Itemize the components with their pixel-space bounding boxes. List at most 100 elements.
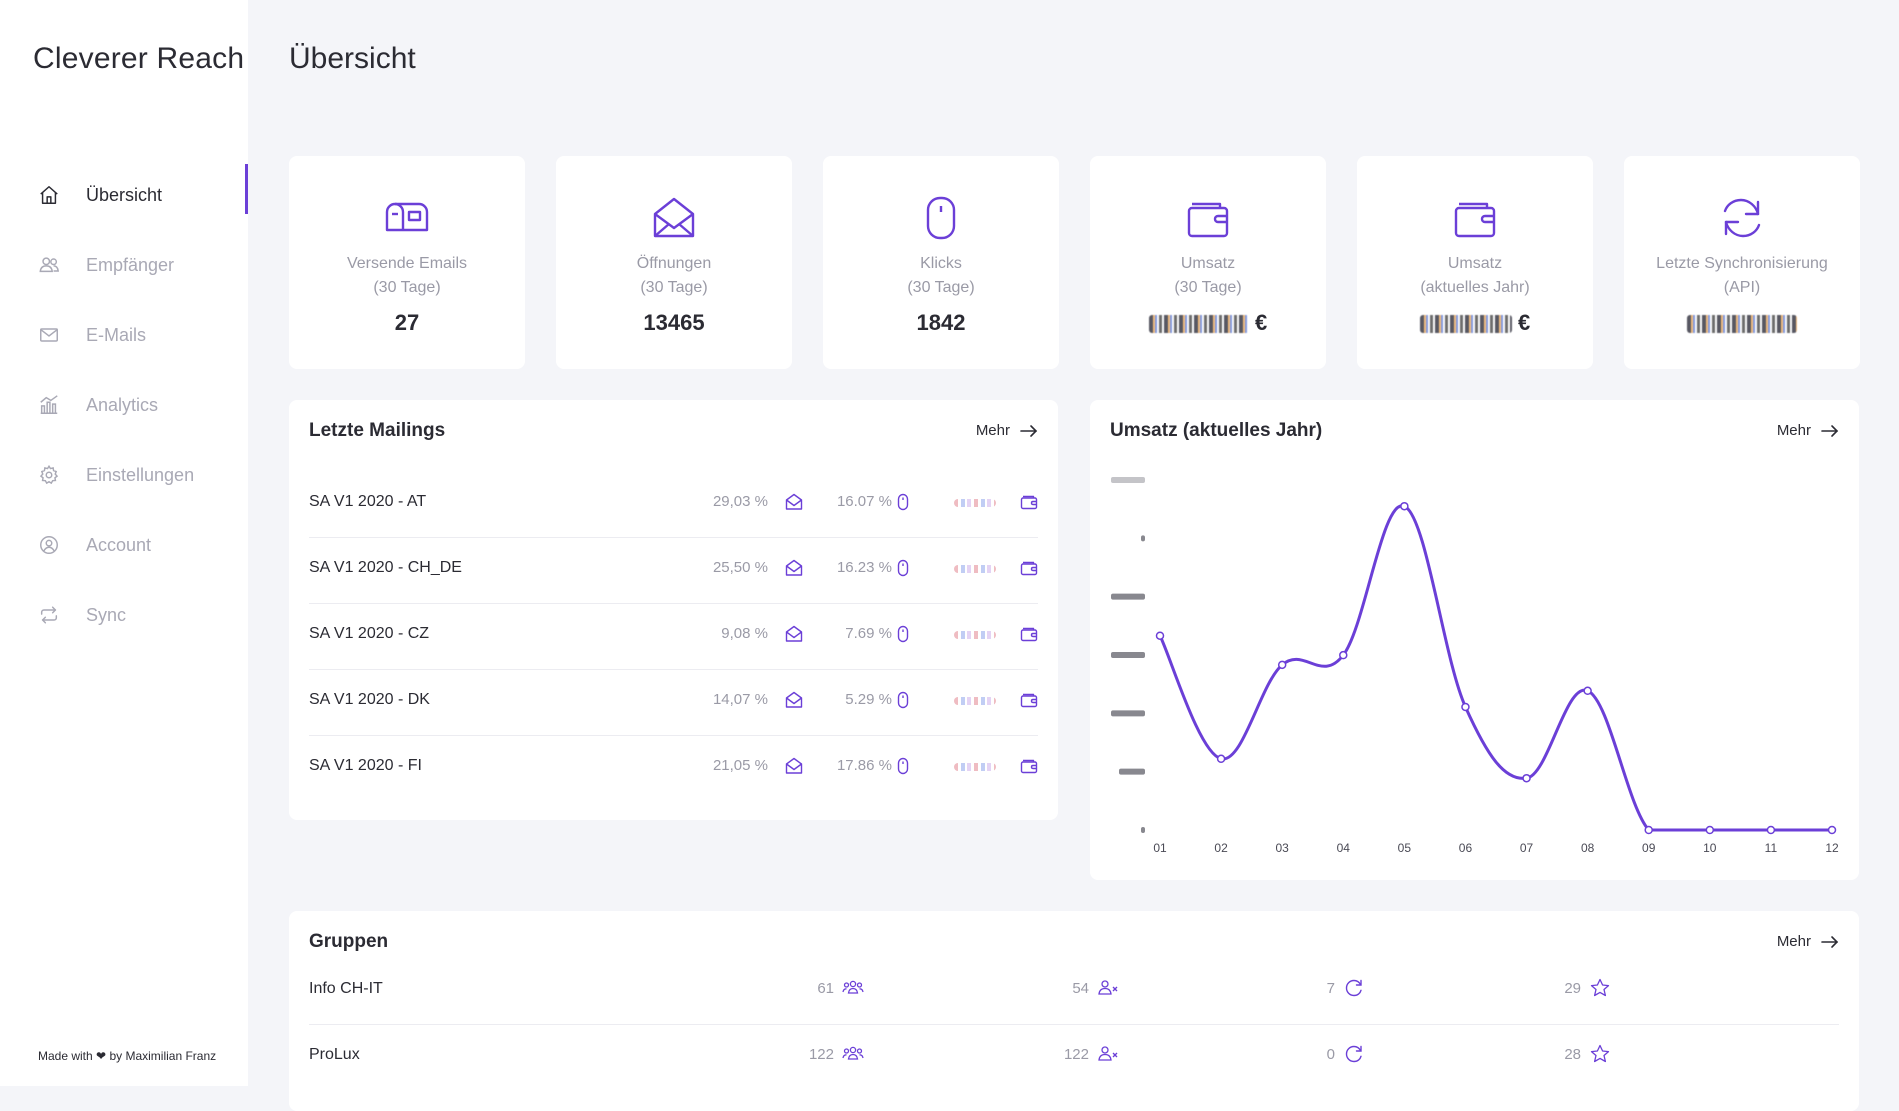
- click-rate: 16.07 %: [836, 493, 892, 510]
- stat-value: [1624, 310, 1860, 336]
- revenue-series-line: [1158, 504, 1832, 832]
- heart-icon: ❤: [96, 1049, 107, 1063]
- y-axis-redacted-labels: [1111, 477, 1145, 833]
- group-inactive-count: 7: [1326, 980, 1335, 997]
- stat-value: 27: [394, 310, 420, 335]
- data-point[interactable]: [1155, 631, 1165, 640]
- mailing-row[interactable]: SA V1 2020 - CH_DE 25,50 % 16.23 %: [309, 537, 1038, 604]
- mouse-icon: [897, 691, 909, 709]
- stat-card-opens: Öffnungen (30 Tage) 13465: [556, 156, 792, 369]
- wallet-icon: [1187, 202, 1229, 238]
- made-with-footer: Made with ❤ by Maximilian Franz: [38, 1049, 216, 1063]
- groups-more-link[interactable]: Mehr: [1777, 933, 1839, 950]
- open-rate: 9,08 %: [721, 625, 768, 642]
- refresh-icon: [1345, 1045, 1362, 1063]
- sidebar-item-uebersicht[interactable]: Übersicht: [0, 160, 248, 230]
- data-point[interactable]: [1216, 754, 1226, 764]
- x-axis-labels: 01 02 03 04 05 06 07 08 09 10 11 12: [1153, 841, 1839, 855]
- wallet-icon: [1020, 627, 1038, 642]
- revenue-line-chart: 01 02 03 04 05 06 07 08 09 10 11 12: [1111, 477, 1839, 855]
- redacted-value: [1419, 315, 1512, 334]
- arrow-right-icon: [1020, 424, 1038, 437]
- stat-label: Letzte Synchronisierung (API): [1624, 252, 1860, 300]
- users-group-icon: [842, 980, 864, 994]
- open-rate: 21,05 %: [712, 757, 768, 774]
- data-point[interactable]: [1461, 702, 1470, 712]
- open-rate: 25,50 %: [712, 559, 768, 576]
- mouse-icon: [897, 625, 909, 643]
- mailing-row[interactable]: SA V1 2020 - DK 14,07 % 5.29 %: [309, 669, 1038, 736]
- x-tick-label: 05: [1398, 841, 1412, 855]
- stat-label-line1: Versende Emails: [346, 255, 468, 272]
- open-rate: 29,03 %: [712, 493, 768, 510]
- sidebar-item-emails[interactable]: E-Mails: [0, 300, 248, 370]
- mailings-more-link[interactable]: Mehr: [976, 422, 1038, 439]
- group-row[interactable]: Info CH-IT 61 54 7 29: [309, 958, 1839, 1025]
- stat-label-line2: (30 Tage): [640, 279, 708, 296]
- redacted-value: [1687, 315, 1797, 334]
- data-point[interactable]: [1583, 686, 1592, 696]
- data-point[interactable]: [1522, 773, 1531, 783]
- sidebar-item-analytics[interactable]: Analytics: [0, 370, 248, 440]
- sidebar-item-sync[interactable]: Sync: [0, 580, 248, 650]
- data-point[interactable]: [1400, 501, 1409, 511]
- user-remove-icon: [1098, 1046, 1118, 1061]
- data-point[interactable]: [1827, 825, 1837, 835]
- x-tick-label: 02: [1214, 841, 1228, 855]
- more-label: Mehr: [975, 422, 1010, 439]
- app-logo[interactable]: Cleverer Reach: [33, 42, 245, 75]
- data-point[interactable]: [1644, 825, 1653, 835]
- sidebar: Cleverer Reach Übersicht Empfänger E-Mai…: [0, 0, 248, 1086]
- stat-value: 1842: [916, 310, 966, 335]
- groups-panel: Gruppen Mehr Info CH-IT 61 54 7 29 ProLu…: [289, 911, 1859, 1111]
- stat-label: Klicks (30 Tage): [823, 252, 1059, 300]
- data-point[interactable]: [1705, 825, 1715, 835]
- mailing-name: SA V1 2020 - FI: [309, 757, 422, 774]
- revenue-chart-panel: Umsatz (aktuelles Jahr) Mehr 01 02 03 04 05 0…: [1090, 400, 1859, 880]
- main-content: Übersicht Versende Emails (30 Tage) 27 Ö…: [248, 0, 1899, 1111]
- redacted-y-tick: [1141, 827, 1145, 833]
- stat-label: Versende Emails (30 Tage): [289, 252, 525, 300]
- refresh-icon: [1723, 198, 1761, 238]
- group-row[interactable]: ProLux 122 122 0 28: [309, 1024, 1839, 1090]
- stat-value: €: [1090, 310, 1326, 336]
- envelope-open-icon: [653, 197, 695, 238]
- data-point[interactable]: [1339, 650, 1348, 660]
- data-point[interactable]: [1277, 660, 1287, 670]
- currency-symbol: €: [1254, 310, 1268, 335]
- x-tick-label: 09: [1642, 841, 1656, 855]
- refresh-icon: [1345, 979, 1362, 997]
- redacted-value: [1148, 315, 1249, 334]
- group-favorites-count: 29: [1564, 980, 1581, 997]
- mailing-row[interactable]: SA V1 2020 - AT 29,03 % 16.07 %: [309, 471, 1038, 538]
- latest-mailings-title: Letzte Mailings: [309, 420, 446, 441]
- sidebar-item-label: Sync: [86, 604, 127, 625]
- mailbox-icon: [385, 202, 429, 232]
- redacted-revenue: [954, 565, 996, 573]
- revenue-points: [1155, 501, 1837, 835]
- sidebar-item-label: Account: [86, 534, 152, 555]
- sidebar-item-account[interactable]: Account: [0, 510, 248, 580]
- click-rate: 16.23 %: [836, 559, 892, 576]
- sidebar-item-label: Analytics: [86, 394, 159, 415]
- mouse-icon: [897, 559, 909, 577]
- click-rate: 5.29 %: [845, 691, 892, 708]
- mouse-icon: [926, 196, 956, 240]
- envelope-open-icon: [785, 493, 803, 510]
- group-members-count: 122: [808, 1046, 834, 1063]
- mouse-icon: [897, 757, 909, 775]
- sidebar-item-einstellungen[interactable]: Einstellungen: [0, 440, 248, 510]
- revenue-more-link[interactable]: Mehr: [1777, 422, 1839, 439]
- sidebar-item-empfaenger[interactable]: Empfänger: [0, 230, 248, 300]
- group-active-count: 54: [1072, 980, 1089, 997]
- data-point[interactable]: [1766, 825, 1776, 835]
- redacted-y-tick: [1119, 768, 1145, 775]
- redacted-y-tick: [1111, 593, 1145, 600]
- mailing-row[interactable]: SA V1 2020 - FI 21,05 % 17.86 %: [309, 735, 1038, 801]
- sidebar-item-label: Übersicht: [86, 184, 163, 205]
- open-rate: 14,07 %: [712, 691, 768, 708]
- x-tick-label: 07: [1520, 841, 1534, 855]
- mailing-row[interactable]: SA V1 2020 - CZ 9,08 % 7.69 %: [309, 603, 1038, 670]
- wallet-icon: [1020, 693, 1038, 708]
- x-tick-label: 01: [1153, 841, 1167, 855]
